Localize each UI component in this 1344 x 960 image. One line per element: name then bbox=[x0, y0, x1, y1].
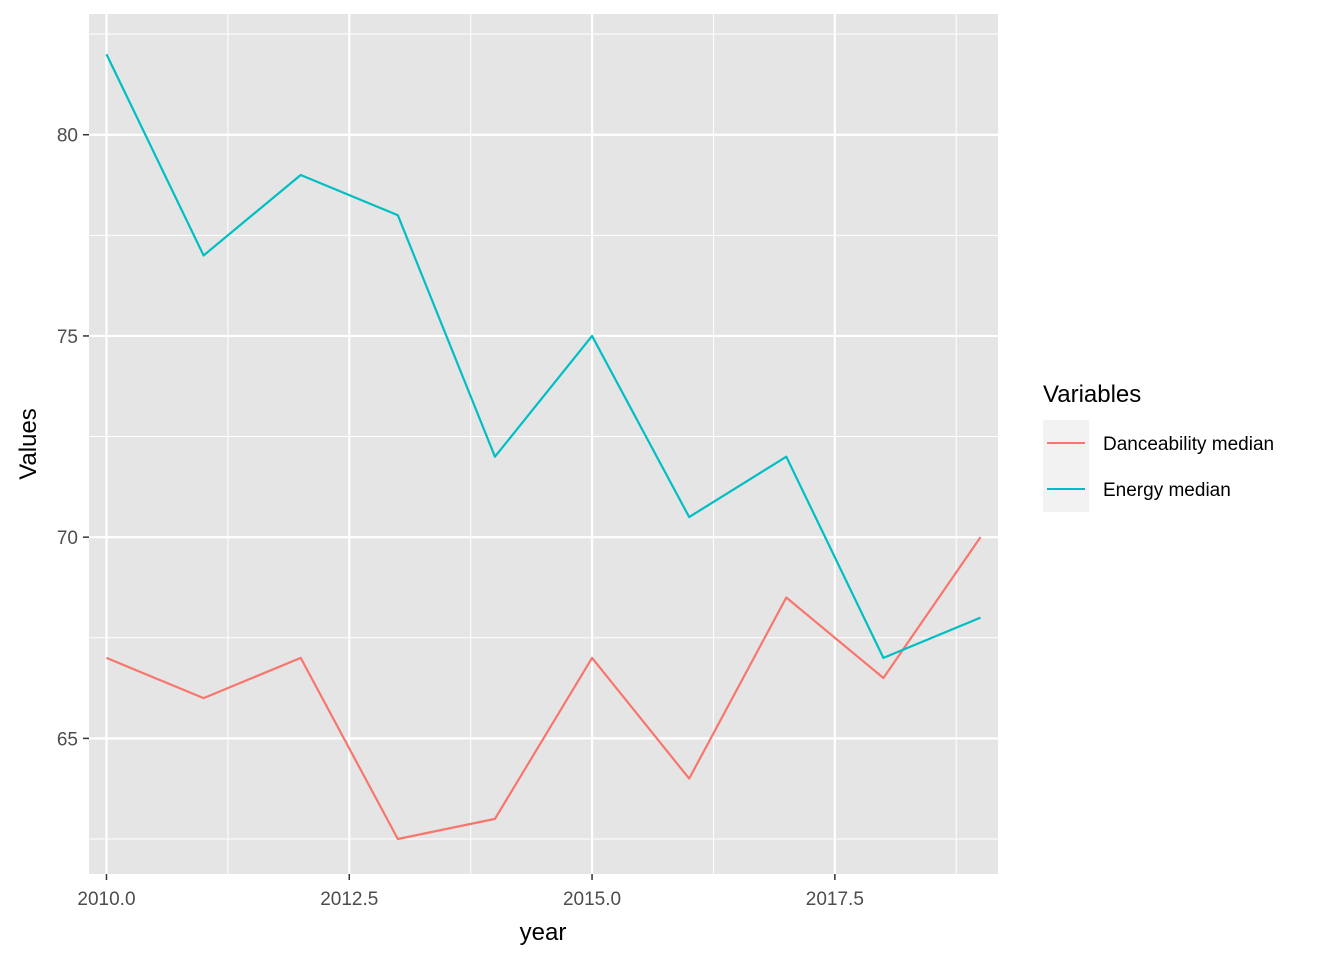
y-tick-label: 70 bbox=[57, 528, 78, 549]
series-line-energy bbox=[105, 53, 981, 659]
legend-label-danceability: Danceability median bbox=[1103, 434, 1274, 455]
x-tick-label: 2010.0 bbox=[77, 889, 135, 910]
x-axis-title: year bbox=[520, 919, 567, 946]
x-tick-label: 2015.0 bbox=[563, 889, 621, 910]
minor-gridlines bbox=[89, 14, 998, 874]
y-tick-label: 75 bbox=[57, 327, 78, 348]
plot-panel bbox=[89, 14, 998, 874]
series-line-danceability bbox=[106, 536, 982, 841]
legend: Variables Danceability median Energy med… bbox=[1043, 381, 1274, 512]
x-tick-label: 2017.5 bbox=[806, 889, 864, 910]
x-axis: 2010.0 2012.5 2015.0 2017.5 bbox=[77, 874, 864, 910]
y-tick-label: 65 bbox=[57, 729, 78, 750]
y-axis-title: Values bbox=[15, 408, 42, 480]
series-lines bbox=[105, 53, 982, 841]
legend-title: Variables bbox=[1043, 381, 1141, 408]
y-axis: 65 70 75 80 bbox=[57, 126, 89, 750]
legend-label-energy: Energy median bbox=[1103, 480, 1231, 501]
y-tick-label: 80 bbox=[57, 126, 78, 147]
x-tick-label: 2012.5 bbox=[320, 889, 378, 910]
